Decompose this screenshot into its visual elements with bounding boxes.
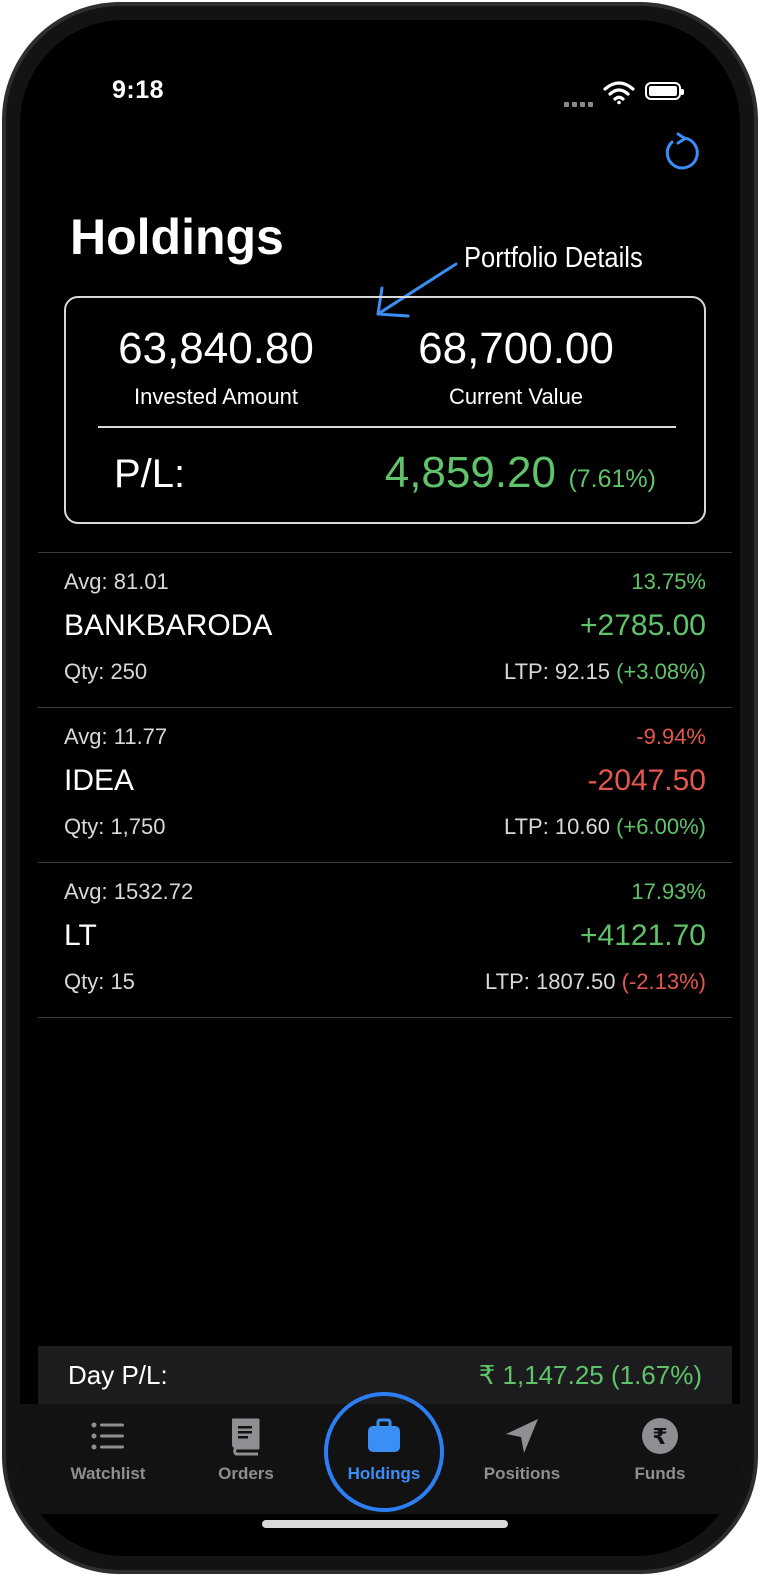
ltp-info: LTP: 92.15 (+3.08%) — [504, 659, 706, 685]
holdings-tab-highlight-ring — [324, 1392, 444, 1512]
tab-label: Watchlist — [70, 1464, 146, 1483]
portfolio-summary-card: 63,840.80 Invested Amount 68,700.00 Curr… — [64, 296, 706, 524]
tab-funds[interactable]: ₹ Funds — [600, 1404, 720, 1504]
quantity: Qty: 1,750 — [64, 814, 166, 839]
avg-price: Avg: 81.01 — [64, 569, 169, 594]
list-icon — [91, 1422, 124, 1450]
status-time: 9:18 — [112, 76, 165, 104]
cellular-signal-icon — [564, 94, 596, 112]
book-icon — [232, 1418, 260, 1456]
holding-row-lt[interactable]: Avg: 1532.72 17.93% LT +4121.70 Qty: 15 … — [38, 862, 732, 1018]
symbol: LT — [64, 919, 97, 952]
invested-amount-value: 63,840.80 — [118, 324, 314, 373]
rupee-icon: ₹ — [642, 1418, 678, 1454]
ltp-info: LTP: 10.60 (+6.00%) — [504, 814, 706, 840]
avg-price: Avg: 1532.72 — [64, 879, 194, 904]
return-percent: 13.75% — [631, 569, 706, 594]
annotation-arrow-icon — [376, 262, 458, 318]
day-pl-bar: Day P/L: ₹ 1,147.25 (1.67%) — [38, 1346, 732, 1404]
home-indicator[interactable] — [262, 1520, 508, 1528]
pnl-value: +4121.70 — [580, 919, 706, 952]
ltp-info: LTP: 1807.50 (-2.13%) — [485, 969, 706, 995]
svg-text:₹: ₹ — [652, 1425, 667, 1450]
tab-orders[interactable]: Orders — [186, 1404, 306, 1504]
quantity: Qty: 250 — [64, 659, 148, 684]
return-percent: 17.93% — [631, 879, 706, 904]
quantity: Qty: 15 — [64, 969, 135, 994]
pl-percent: (7.61%) — [568, 465, 656, 493]
device-bezel: 9:18 Holdings Portfolio Details 63,840.8… — [6, 6, 754, 1570]
pnl-value: -2047.50 — [587, 764, 706, 797]
pl-label: P/L: — [114, 452, 186, 496]
pl-summary: 4,859.20 (7.61%) — [385, 448, 656, 498]
holdings-list: Avg: 81.01 13.75% BANKBARODA +2785.00 Qt… — [38, 552, 732, 1018]
ltp-change: (+6.00%) — [616, 814, 706, 839]
tab-watchlist[interactable]: Watchlist — [48, 1404, 168, 1504]
wifi-icon — [603, 81, 635, 105]
avg-price: Avg: 11.77 — [64, 724, 168, 749]
invested-amount-label: Invested Amount — [134, 384, 298, 409]
tab-label: Funds — [634, 1464, 686, 1483]
annotation-label: Portfolio Details — [464, 242, 643, 274]
card-divider — [98, 426, 676, 428]
ltp-change: (+3.08%) — [616, 659, 706, 684]
tab-label: Positions — [483, 1464, 561, 1483]
tab-label: Orders — [218, 1464, 274, 1483]
location-arrow-icon — [506, 1419, 538, 1453]
day-pl-value: ₹ 1,147.25 (1.67%) — [478, 1360, 702, 1390]
holding-row-bankbaroda[interactable]: Avg: 81.01 13.75% BANKBARODA +2785.00 Qt… — [38, 552, 732, 707]
pl-value: 4,859.20 — [384, 448, 556, 497]
holding-row-idea[interactable]: Avg: 11.77 -9.94% IDEA -2047.50 Qty: 1,7… — [38, 707, 732, 862]
current-value-value: 68,700.00 — [418, 324, 614, 373]
return-percent: -9.94% — [636, 724, 706, 749]
pnl-value: +2785.00 — [580, 609, 706, 642]
ltp-value: LTP: 1807.50 — [485, 969, 616, 994]
refresh-icon[interactable] — [658, 130, 702, 174]
ltp-value: LTP: 10.60 — [503, 814, 610, 839]
ltp-change: (-2.13%) — [621, 969, 706, 994]
app-screen: 9:18 Holdings Portfolio Details 63,840.8… — [20, 20, 740, 1556]
page-title: Holdings — [70, 209, 284, 265]
symbol: BANKBARODA — [64, 609, 273, 642]
ltp-value: LTP: 92.15 — [503, 659, 610, 684]
battery-icon — [645, 82, 684, 100]
day-pl-label: Day P/L: — [68, 1360, 168, 1390]
current-value-label: Current Value — [448, 384, 584, 409]
symbol: IDEA — [64, 764, 135, 797]
tab-positions[interactable]: Positions — [462, 1404, 582, 1504]
